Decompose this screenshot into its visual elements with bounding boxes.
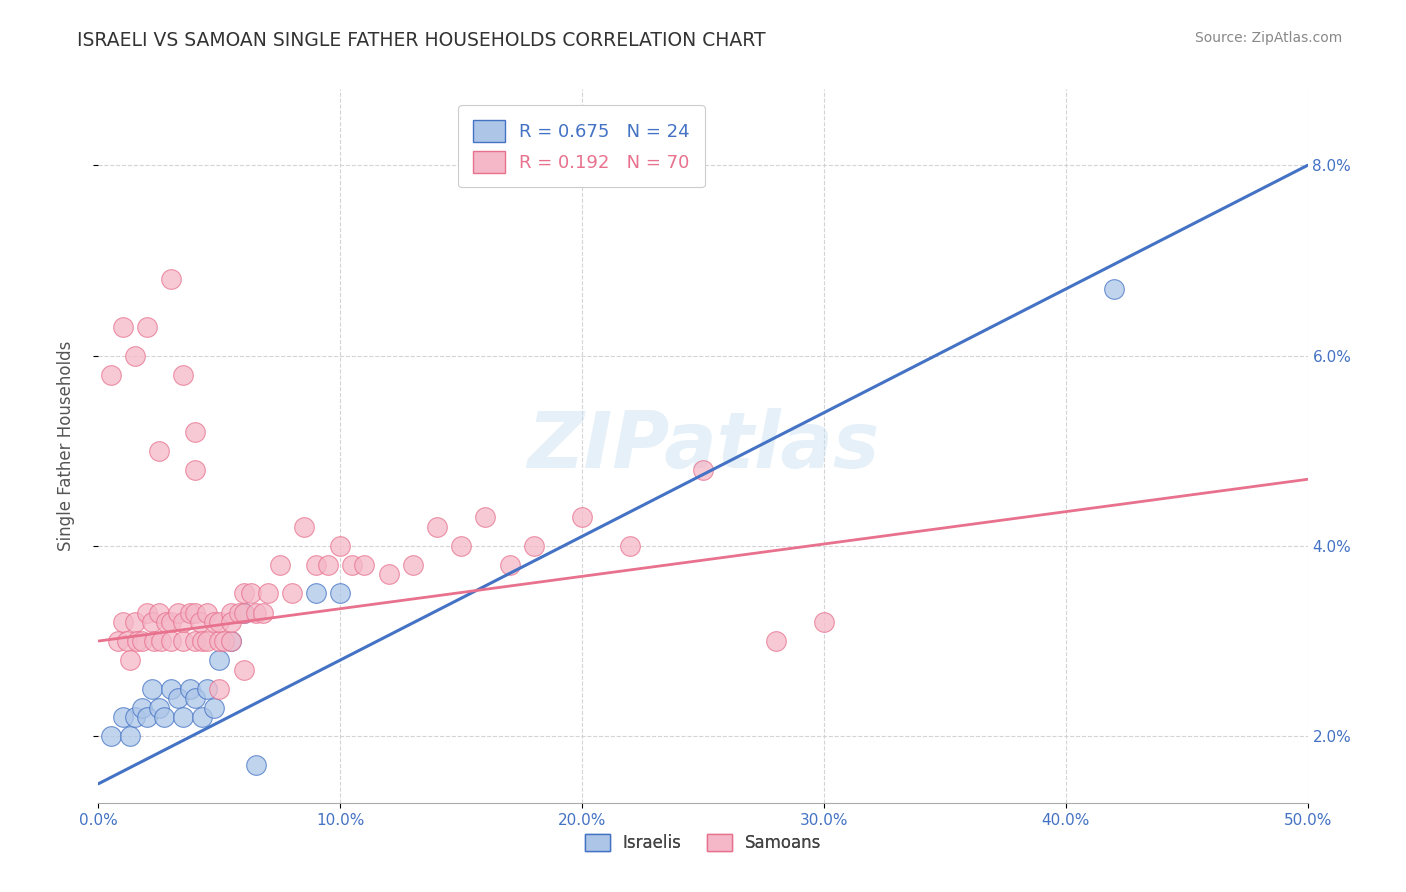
Point: [269, 558, 291, 572]
Point: [100, 368, 122, 382]
Point: [118, 729, 141, 743]
Point: [111, 615, 134, 629]
Point: [191, 710, 214, 724]
Point: [571, 510, 593, 524]
Point: [692, 463, 714, 477]
Point: [127, 634, 149, 648]
Point: [124, 615, 146, 629]
Point: [155, 615, 177, 629]
Point: [1102, 282, 1125, 296]
Point: [813, 615, 835, 629]
Point: [124, 710, 146, 724]
Point: [160, 634, 183, 648]
Point: [188, 615, 211, 629]
Point: [179, 681, 201, 696]
Point: [474, 510, 496, 524]
Point: [191, 634, 214, 648]
Point: [131, 634, 153, 648]
Point: [281, 586, 304, 600]
Point: [195, 634, 218, 648]
Text: ZIPatlas: ZIPatlas: [527, 408, 879, 484]
Point: [141, 681, 163, 696]
Point: [150, 634, 173, 648]
Point: [204, 615, 226, 629]
Point: [152, 710, 174, 724]
Point: [377, 567, 399, 582]
Point: [208, 615, 231, 629]
Point: [141, 615, 163, 629]
Point: [111, 320, 134, 334]
Point: [172, 634, 194, 648]
Point: [148, 443, 170, 458]
Point: [160, 272, 183, 286]
Point: [353, 558, 375, 572]
Point: [172, 368, 194, 382]
Point: [329, 539, 352, 553]
Point: [100, 729, 122, 743]
Point: [256, 586, 278, 600]
Point: [232, 663, 254, 677]
Point: [124, 349, 146, 363]
Point: [426, 520, 449, 534]
Point: [195, 681, 218, 696]
Point: [131, 700, 153, 714]
Point: [208, 681, 231, 696]
Point: [619, 539, 641, 553]
Point: [316, 558, 339, 572]
Point: [172, 615, 194, 629]
Point: [184, 425, 207, 439]
Point: [184, 463, 207, 477]
Point: [221, 634, 243, 648]
Point: [135, 320, 157, 334]
Point: [765, 634, 787, 648]
Point: [172, 710, 194, 724]
Point: [342, 558, 364, 572]
Point: [184, 606, 207, 620]
Point: [160, 615, 183, 629]
Point: [148, 700, 170, 714]
Point: [245, 757, 267, 772]
Point: [402, 558, 425, 572]
Point: [329, 586, 352, 600]
Point: [143, 634, 166, 648]
Point: [167, 691, 190, 706]
Point: [160, 681, 183, 696]
Point: [212, 634, 235, 648]
Point: [221, 615, 243, 629]
Text: ISRAELI VS SAMOAN SINGLE FATHER HOUSEHOLDS CORRELATION CHART: ISRAELI VS SAMOAN SINGLE FATHER HOUSEHOL…: [77, 31, 766, 50]
Point: [228, 606, 250, 620]
Point: [195, 606, 218, 620]
Point: [305, 558, 328, 572]
Point: [305, 586, 328, 600]
Point: [232, 606, 254, 620]
Point: [148, 606, 170, 620]
Point: [204, 700, 226, 714]
Point: [167, 606, 190, 620]
Point: [184, 634, 207, 648]
Legend: Israelis, Samoans: Israelis, Samoans: [578, 827, 828, 859]
Point: [292, 520, 315, 534]
Text: Source: ZipAtlas.com: Source: ZipAtlas.com: [1195, 31, 1343, 45]
Point: [107, 634, 129, 648]
Y-axis label: Single Father Households: Single Father Households: [56, 341, 75, 551]
Point: [450, 539, 472, 553]
Point: [239, 586, 262, 600]
Point: [221, 606, 243, 620]
Point: [245, 606, 267, 620]
Point: [208, 634, 231, 648]
Point: [498, 558, 520, 572]
Point: [221, 634, 243, 648]
Point: [208, 653, 231, 667]
Point: [523, 539, 546, 553]
Point: [117, 634, 139, 648]
Point: [184, 691, 207, 706]
Point: [118, 653, 141, 667]
Point: [252, 606, 274, 620]
Point: [179, 606, 201, 620]
Point: [135, 710, 157, 724]
Point: [135, 606, 157, 620]
Point: [232, 586, 254, 600]
Point: [111, 710, 134, 724]
Point: [232, 606, 254, 620]
